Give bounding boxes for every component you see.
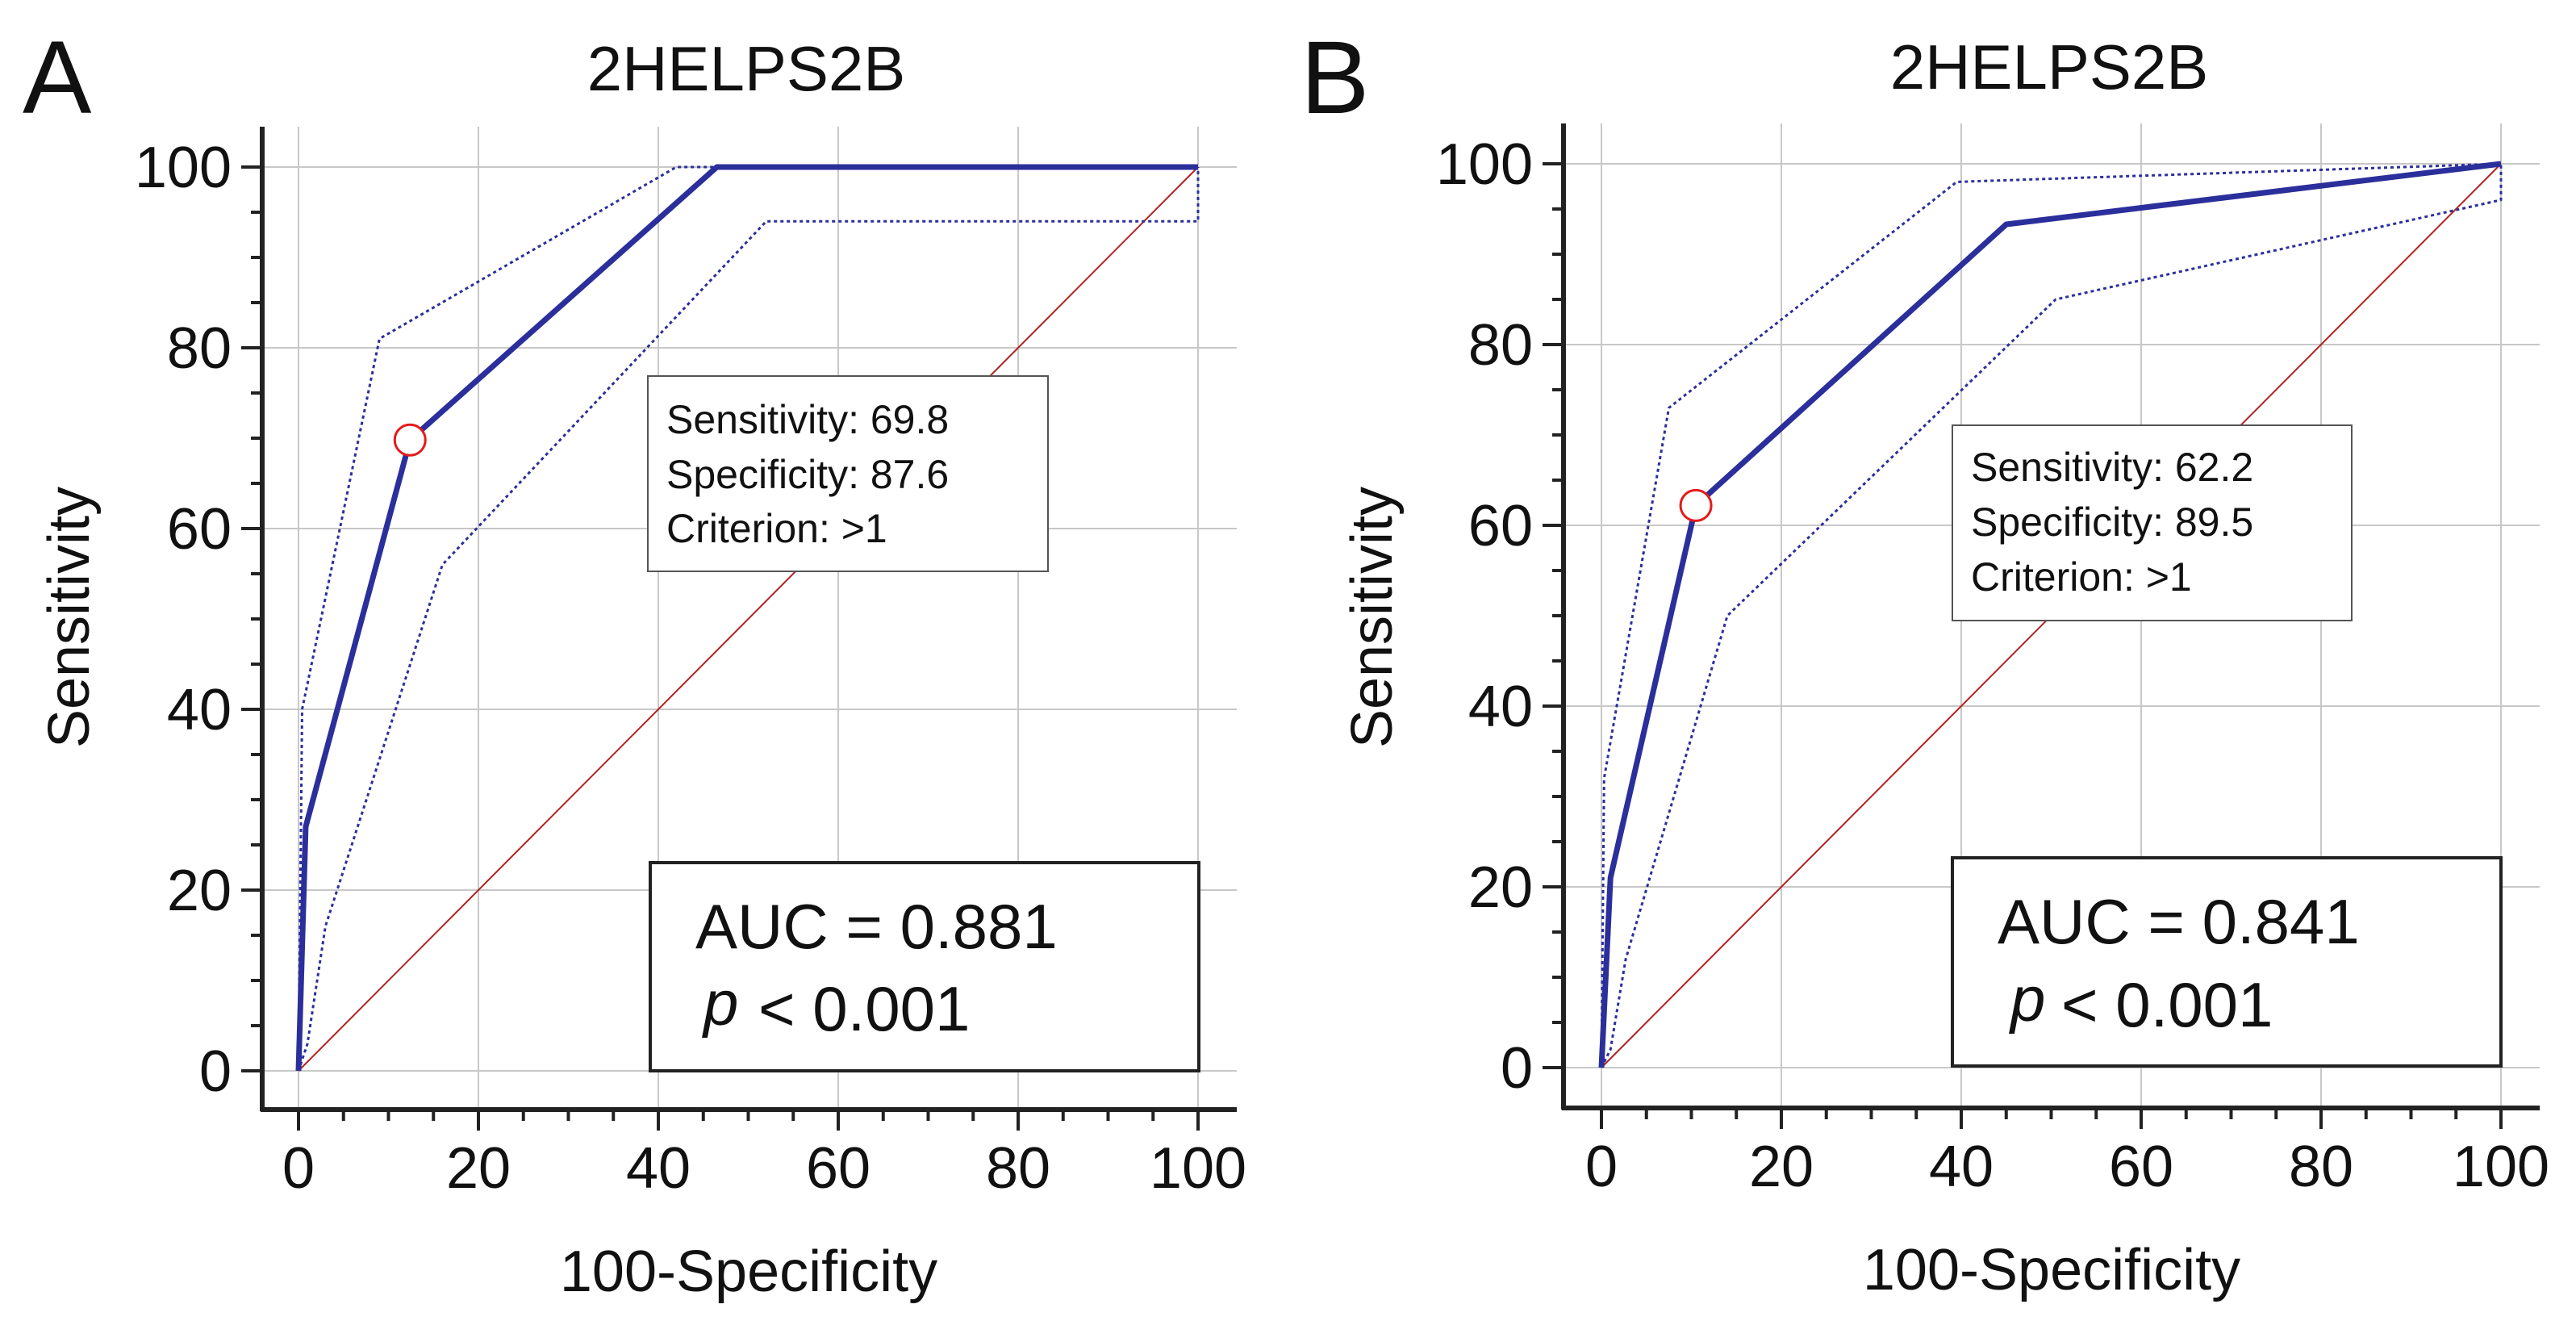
stats-box-frame bbox=[1951, 856, 2503, 1068]
auc-value: AUC = 0.841 bbox=[1998, 886, 2360, 957]
roc-panel-a: A 2HELPS2B 0 20 40 60 80 100 0 20 40 60 … bbox=[23, 20, 1246, 1304]
y-tick-label: 100 bbox=[1436, 132, 1533, 197]
y-tick-label: 0 bbox=[199, 1039, 232, 1104]
upper-ci-line bbox=[1600, 162, 2502, 1068]
panel-label: B bbox=[1301, 20, 1369, 136]
x-tick-label: 60 bbox=[2109, 1135, 2173, 1199]
p-symbol: p bbox=[702, 968, 738, 1039]
x-axis-label: 100-Specificity bbox=[560, 1239, 937, 1304]
x-tick-label: 100 bbox=[2453, 1135, 2549, 1199]
y-tick-labels: 0 20 40 60 80 100 bbox=[135, 136, 232, 1104]
y-tick-label: 40 bbox=[167, 678, 232, 742]
stats-box: AUC = 0.881 p < 0.001 bbox=[649, 861, 1200, 1072]
y-tick-label: 40 bbox=[1468, 675, 1533, 739]
lower-ci-line bbox=[297, 167, 1200, 1072]
info-box: Sensitivity: 69.8 Specificity: 87.6 Crit… bbox=[647, 375, 1049, 572]
panel-label: A bbox=[23, 20, 92, 136]
info-sensitivity: Sensitivity: 62.2 bbox=[1971, 445, 2253, 490]
x-tick-label: 20 bbox=[1749, 1135, 1814, 1199]
optimal-cutoff-marker bbox=[1679, 488, 1713, 522]
y-tick-label: 0 bbox=[1501, 1036, 1533, 1101]
y-tick-label: 20 bbox=[167, 859, 232, 923]
x-tick-labels: 0 20 40 60 80 100 bbox=[1585, 1135, 2549, 1199]
x-tick-label: 0 bbox=[282, 1136, 315, 1201]
y-tick-label: 20 bbox=[1468, 855, 1533, 920]
y-tick-label: 60 bbox=[167, 497, 232, 562]
stats-box: AUC = 0.841 p < 0.001 bbox=[1951, 856, 2503, 1068]
tick-marks bbox=[241, 165, 1200, 1131]
info-box-frame bbox=[1952, 424, 2353, 621]
x-tick-label: 80 bbox=[2289, 1135, 2353, 1199]
x-tick-label: 20 bbox=[446, 1136, 511, 1201]
info-specificity: Specificity: 87.6 bbox=[666, 452, 949, 497]
optimal-cutoff-marker bbox=[393, 423, 427, 457]
y-tick-label: 80 bbox=[1468, 313, 1533, 378]
roc-panel-b: B 2HELPS2B 0 20 40 60 80 100 0 20 40 60 … bbox=[1301, 20, 2549, 1302]
lower-ci-line bbox=[1600, 164, 2503, 1068]
y-tick-label: 60 bbox=[1468, 494, 1533, 558]
chart-title: 2HELPS2B bbox=[1890, 31, 2209, 102]
info-criterion: Criterion: >1 bbox=[1971, 554, 2192, 600]
x-tick-label: 40 bbox=[626, 1136, 691, 1201]
p-symbol: p bbox=[2009, 964, 2045, 1035]
tick-marks bbox=[1543, 162, 2503, 1129]
y-tick-label: 100 bbox=[135, 136, 232, 200]
x-tick-label: 80 bbox=[986, 1136, 1050, 1201]
info-box-frame bbox=[647, 375, 1049, 572]
chart-title: 2HELPS2B bbox=[587, 33, 906, 104]
x-tick-label: 100 bbox=[1150, 1136, 1246, 1201]
x-tick-labels: 0 20 40 60 80 100 bbox=[282, 1136, 1246, 1201]
grid-lines bbox=[262, 127, 1237, 1110]
p-value: < 0.001 bbox=[758, 973, 970, 1044]
upper-ci-line bbox=[297, 165, 1198, 1072]
auc-value: AUC = 0.881 bbox=[695, 891, 1058, 962]
optimal-point bbox=[393, 423, 427, 457]
x-tick-label: 0 bbox=[1585, 1135, 1618, 1199]
optimal-point bbox=[1679, 488, 1713, 522]
x-tick-label: 40 bbox=[1929, 1135, 1994, 1199]
p-value: < 0.001 bbox=[2061, 969, 2273, 1040]
reference-diagonal-line bbox=[298, 166, 1199, 1072]
x-tick-label: 60 bbox=[806, 1136, 870, 1201]
stats-box-frame bbox=[649, 861, 1200, 1072]
y-axis-label: Sensitivity bbox=[1340, 487, 1405, 748]
y-tick-label: 80 bbox=[167, 316, 232, 381]
y-tick-labels: 0 20 40 60 80 100 bbox=[1436, 132, 1533, 1101]
info-specificity: Specificity: 89.5 bbox=[1971, 500, 2253, 545]
info-sensitivity: Sensitivity: 69.8 bbox=[666, 397, 949, 442]
y-axis-label: Sensitivity bbox=[37, 487, 102, 748]
info-box: Sensitivity: 62.2 Specificity: 89.5 Crit… bbox=[1952, 424, 2353, 621]
info-criterion: Criterion: >1 bbox=[666, 506, 887, 551]
x-axis-label: 100-Specificity bbox=[1863, 1238, 2240, 1302]
